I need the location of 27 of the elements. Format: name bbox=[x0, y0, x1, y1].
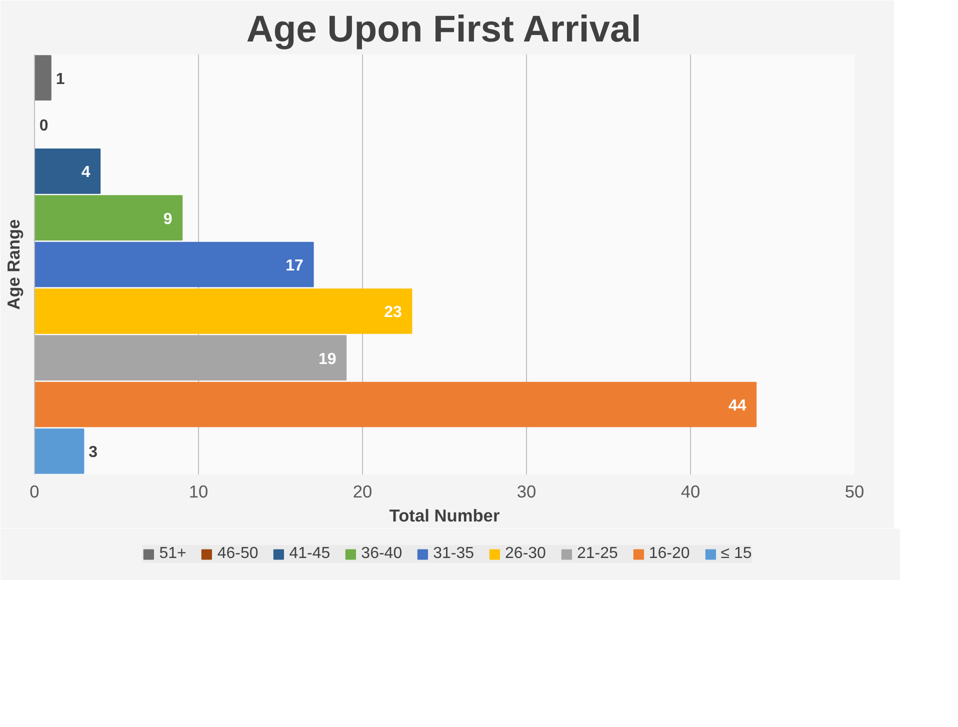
legend-label: 41-45 bbox=[289, 545, 330, 563]
x-tick-label: 10 bbox=[188, 482, 208, 502]
data-label: 1 bbox=[56, 70, 65, 88]
y-axis-title: Age Range bbox=[4, 218, 24, 310]
legend-label: 36-40 bbox=[361, 545, 402, 563]
data-label: 44 bbox=[728, 398, 746, 414]
x-tick-label: 50 bbox=[844, 482, 864, 502]
x-axis-title: Total Number bbox=[389, 506, 500, 526]
data-label: 23 bbox=[384, 304, 402, 322]
chart-title: Age Upon First Arrival bbox=[246, 8, 642, 50]
legend-label: ≤ 15 bbox=[720, 545, 752, 563]
x-tick-label: 30 bbox=[516, 482, 536, 502]
legend-label: 16-20 bbox=[648, 545, 690, 563]
data-label: 4 bbox=[81, 164, 90, 182]
legend-label: 51+ bbox=[159, 545, 186, 563]
x-tick-label: 0 bbox=[30, 482, 40, 502]
legend-label: 26-30 bbox=[505, 545, 546, 563]
x-tick-label: 20 bbox=[352, 482, 372, 502]
x-tick-label: 40 bbox=[680, 482, 700, 502]
legend-label: 21-25 bbox=[576, 545, 618, 563]
data-label: 17 bbox=[286, 258, 304, 274]
data-label: 19 bbox=[318, 350, 336, 368]
legend-label: 46-50 bbox=[217, 545, 258, 563]
legend-label: 31-35 bbox=[433, 545, 474, 563]
data-label: 3 bbox=[88, 444, 98, 462]
data-label: 0 bbox=[39, 118, 48, 134]
data-label: 9 bbox=[163, 210, 172, 228]
